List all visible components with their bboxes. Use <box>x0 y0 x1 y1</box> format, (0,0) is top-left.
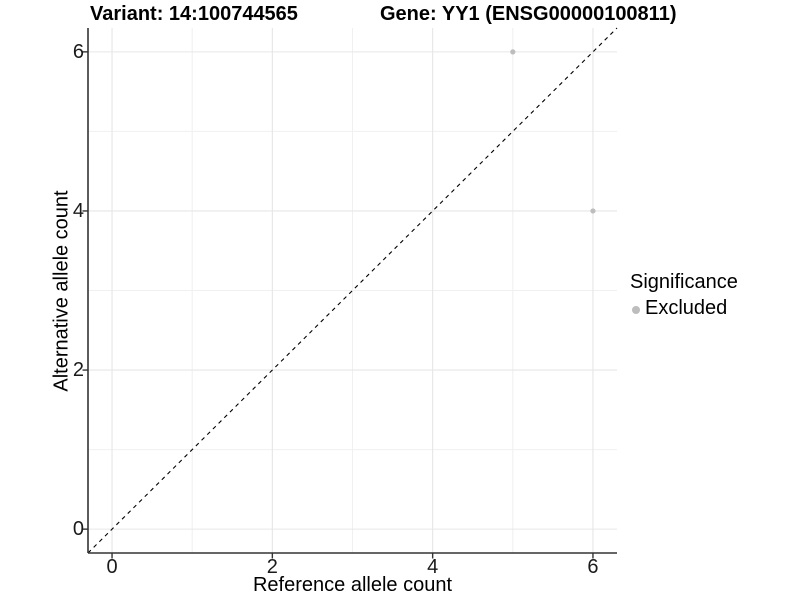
y-tick-label: 2 <box>72 359 84 382</box>
y-axis-tick-labels: 0 2 4 6 <box>36 22 84 562</box>
legend: Significance Excluded <box>630 271 738 320</box>
legend-item-label: Excluded <box>645 297 728 319</box>
legend-item-excluded: Excluded <box>630 297 738 320</box>
y-tick-label: 6 <box>72 40 84 63</box>
x-tick-label: 2 <box>266 556 278 578</box>
y-tick-label: 0 <box>72 518 84 541</box>
plot-panel <box>82 27 618 559</box>
x-tick-label: 4 <box>427 556 439 578</box>
data-point <box>590 208 596 214</box>
data-point <box>510 49 516 55</box>
x-tick-label: 6 <box>587 556 599 578</box>
plot-title-variant: Variant: 14:100744565 <box>90 3 298 25</box>
legend-title: Significance <box>630 271 738 293</box>
plot-title-gene: Gene: YY1 (ENSG00000100811) <box>380 3 677 25</box>
legend-point-icon <box>632 305 640 314</box>
y-tick-label: 4 <box>72 199 84 222</box>
x-axis-label: Reference allele count <box>252 574 452 596</box>
x-axis-tick-labels: 0 2 4 6 <box>80 556 626 582</box>
x-tick-label: 0 <box>106 556 118 578</box>
